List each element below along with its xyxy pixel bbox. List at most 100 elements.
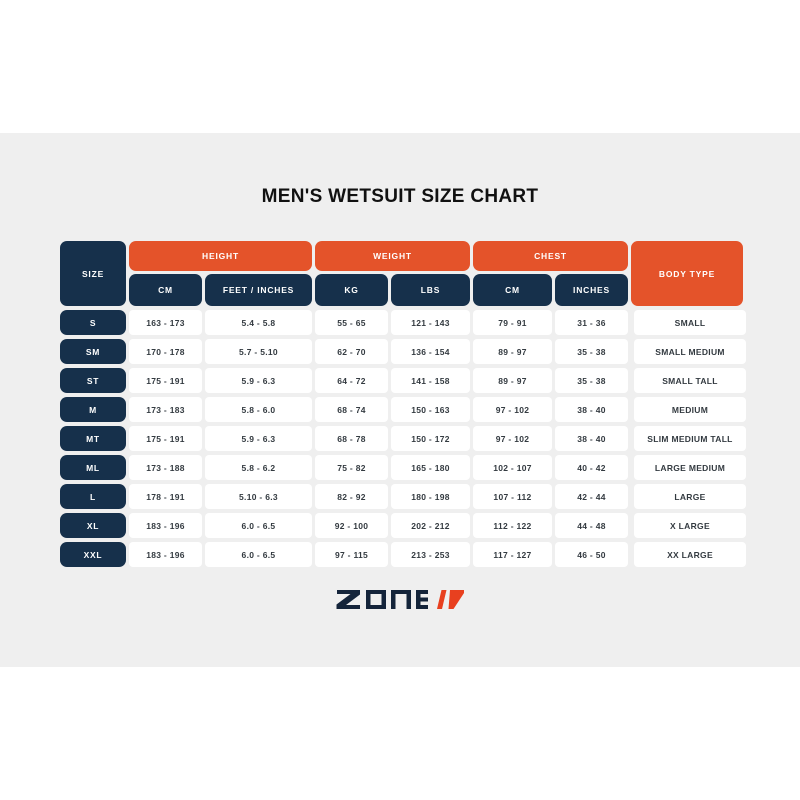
table-row: MT 175 - 191 5.9 - 6.3 68 - 78 150 - 172 97 -… (60, 426, 746, 451)
cell-height-feet-inches: 5.8 - 6.0 (205, 397, 312, 422)
cell-chest-inches: 35 - 38 (555, 368, 628, 393)
sub-header-chest-inches: INCHES (555, 274, 628, 306)
cell-size: ML (60, 455, 126, 480)
table-row: M 173 - 183 5.8 - 6.0 68 - 74 150 - 163 97 - … (60, 397, 746, 422)
cell-body-type: LARGE (634, 484, 746, 509)
cell-weight-kg: 82 - 92 (315, 484, 388, 509)
cell-height-feet-inches: 5.7 - 5.10 (205, 339, 312, 364)
group-header-chest: CHEST (473, 241, 628, 271)
table-row: L 178 - 191 5.10 - 6.3 82 - 92 180 - 198 107 … (60, 484, 746, 509)
cell-height-feet-inches: 5.8 - 6.2 (205, 455, 312, 480)
cell-height-cm: 175 - 191 (129, 426, 202, 451)
table-body: S 163 - 173 5.4 - 5.8 55 - 65 121 - 143 79 - … (60, 310, 746, 567)
sub-header-row: CM FEET / INCHES KG LBS CM INCHES (129, 274, 628, 306)
table-row: ML 173 - 188 5.8 - 6.2 75 - 82 165 - 180 102 … (60, 455, 746, 480)
sub-header-chest-cm: CM (473, 274, 552, 306)
cell-size: L (60, 484, 126, 509)
cell-weight-lbs: 121 - 143 (391, 310, 470, 335)
cell-weight-lbs: 213 - 253 (391, 542, 470, 567)
cell-weight-kg: 64 - 72 (315, 368, 388, 393)
cell-body-type: SMALL TALL (634, 368, 746, 393)
zone3-slash-mark-icon (437, 590, 464, 609)
cell-size: SM (60, 339, 126, 364)
cell-height-cm: 173 - 183 (129, 397, 202, 422)
sub-header-weight-kg: KG (315, 274, 388, 306)
cell-chest-inches: 35 - 38 (555, 339, 628, 364)
cell-weight-kg: 62 - 70 (315, 339, 388, 364)
cell-height-cm: 163 - 173 (129, 310, 202, 335)
cell-weight-kg: 97 - 115 (315, 542, 388, 567)
cell-chest-cm: 107 - 112 (473, 484, 552, 509)
cell-chest-cm: 102 - 107 (473, 455, 552, 480)
cell-chest-cm: 89 - 97 (473, 368, 552, 393)
cell-weight-kg: 68 - 78 (315, 426, 388, 451)
cell-size: XXL (60, 542, 126, 567)
cell-weight-kg: 55 - 65 (315, 310, 388, 335)
cell-chest-cm: 112 - 122 (473, 513, 552, 538)
cell-height-feet-inches: 5.9 - 6.3 (205, 426, 312, 451)
cell-weight-lbs: 202 - 212 (391, 513, 470, 538)
cell-chest-inches: 44 - 48 (555, 513, 628, 538)
cell-chest-inches: 38 - 40 (555, 426, 628, 451)
cell-chest-cm: 97 - 102 (473, 397, 552, 422)
cell-weight-lbs: 141 - 158 (391, 368, 470, 393)
cell-body-type: SLIM MEDIUM TALL (634, 426, 746, 451)
cell-chest-cm: 79 - 91 (473, 310, 552, 335)
cell-height-feet-inches: 6.0 - 6.5 (205, 542, 312, 567)
cell-height-cm: 178 - 191 (129, 484, 202, 509)
sub-header-height-cm: CM (129, 274, 202, 306)
table-row: SM 170 - 178 5.7 - 5.10 62 - 70 136 - 154 89 … (60, 339, 746, 364)
cell-height-cm: 173 - 188 (129, 455, 202, 480)
cell-chest-cm: 117 - 127 (473, 542, 552, 567)
column-header-body-type: BODY TYPE (631, 241, 743, 306)
cell-size: ST (60, 368, 126, 393)
cell-height-cm: 175 - 191 (129, 368, 202, 393)
cell-height-feet-inches: 6.0 - 6.5 (205, 513, 312, 538)
group-header-height: HEIGHT (129, 241, 312, 271)
cell-body-type: SMALL (634, 310, 746, 335)
table-row: XL 183 - 196 6.0 - 6.5 92 - 100 202 - 212 112… (60, 513, 746, 538)
cell-body-type: SMALL MEDIUM (634, 339, 746, 364)
cell-height-feet-inches: 5.4 - 5.8 (205, 310, 312, 335)
cell-height-feet-inches: 5.10 - 6.3 (205, 484, 312, 509)
cell-size: M (60, 397, 126, 422)
column-header-size: SIZE (60, 241, 126, 306)
zone3-logo (0, 589, 800, 610)
measurement-group-headers: HEIGHT WEIGHT CHEST CM FEET / INCHES KG … (129, 241, 628, 306)
cell-body-type: MEDIUM (634, 397, 746, 422)
zone3-wordmark-icon (336, 590, 428, 609)
cell-size: S (60, 310, 126, 335)
cell-body-type: LARGE MEDIUM (634, 455, 746, 480)
cell-chest-inches: 46 - 50 (555, 542, 628, 567)
page-title: MEN'S WETSUIT SIZE CHART (261, 186, 539, 207)
cell-weight-lbs: 180 - 198 (391, 484, 470, 509)
group-header-weight: WEIGHT (315, 241, 470, 271)
cell-height-cm: 183 - 196 (129, 542, 202, 567)
cell-body-type: X LARGE (634, 513, 746, 538)
cell-chest-inches: 40 - 42 (555, 455, 628, 480)
sub-header-height-feet-inches: FEET / INCHES (205, 274, 312, 306)
cell-chest-cm: 97 - 102 (473, 426, 552, 451)
cell-weight-lbs: 136 - 154 (391, 339, 470, 364)
table-row: ST 175 - 191 5.9 - 6.3 64 - 72 141 - 158 89 -… (60, 368, 746, 393)
size-chart-table: SIZE HEIGHT WEIGHT CHEST CM FEET / INCHE… (60, 241, 746, 567)
table-row: XXL 183 - 196 6.0 - 6.5 97 - 115 213 - 253 11… (60, 542, 746, 567)
cell-height-feet-inches: 5.9 - 6.3 (205, 368, 312, 393)
cell-weight-kg: 92 - 100 (315, 513, 388, 538)
cell-size: MT (60, 426, 126, 451)
table-header: SIZE HEIGHT WEIGHT CHEST CM FEET / INCHE… (60, 241, 743, 306)
cell-size: XL (60, 513, 126, 538)
cell-weight-lbs: 150 - 163 (391, 397, 470, 422)
group-header-row: HEIGHT WEIGHT CHEST (129, 241, 628, 271)
cell-chest-inches: 42 - 44 (555, 484, 628, 509)
cell-chest-cm: 89 - 97 (473, 339, 552, 364)
cell-chest-inches: 31 - 36 (555, 310, 628, 335)
cell-weight-kg: 75 - 82 (315, 455, 388, 480)
cell-height-cm: 170 - 178 (129, 339, 202, 364)
table-row: S 163 - 173 5.4 - 5.8 55 - 65 121 - 143 79 - … (60, 310, 746, 335)
cell-chest-inches: 38 - 40 (555, 397, 628, 422)
cell-weight-lbs: 165 - 180 (391, 455, 470, 480)
sub-header-weight-lbs: LBS (391, 274, 470, 306)
cell-height-cm: 183 - 196 (129, 513, 202, 538)
